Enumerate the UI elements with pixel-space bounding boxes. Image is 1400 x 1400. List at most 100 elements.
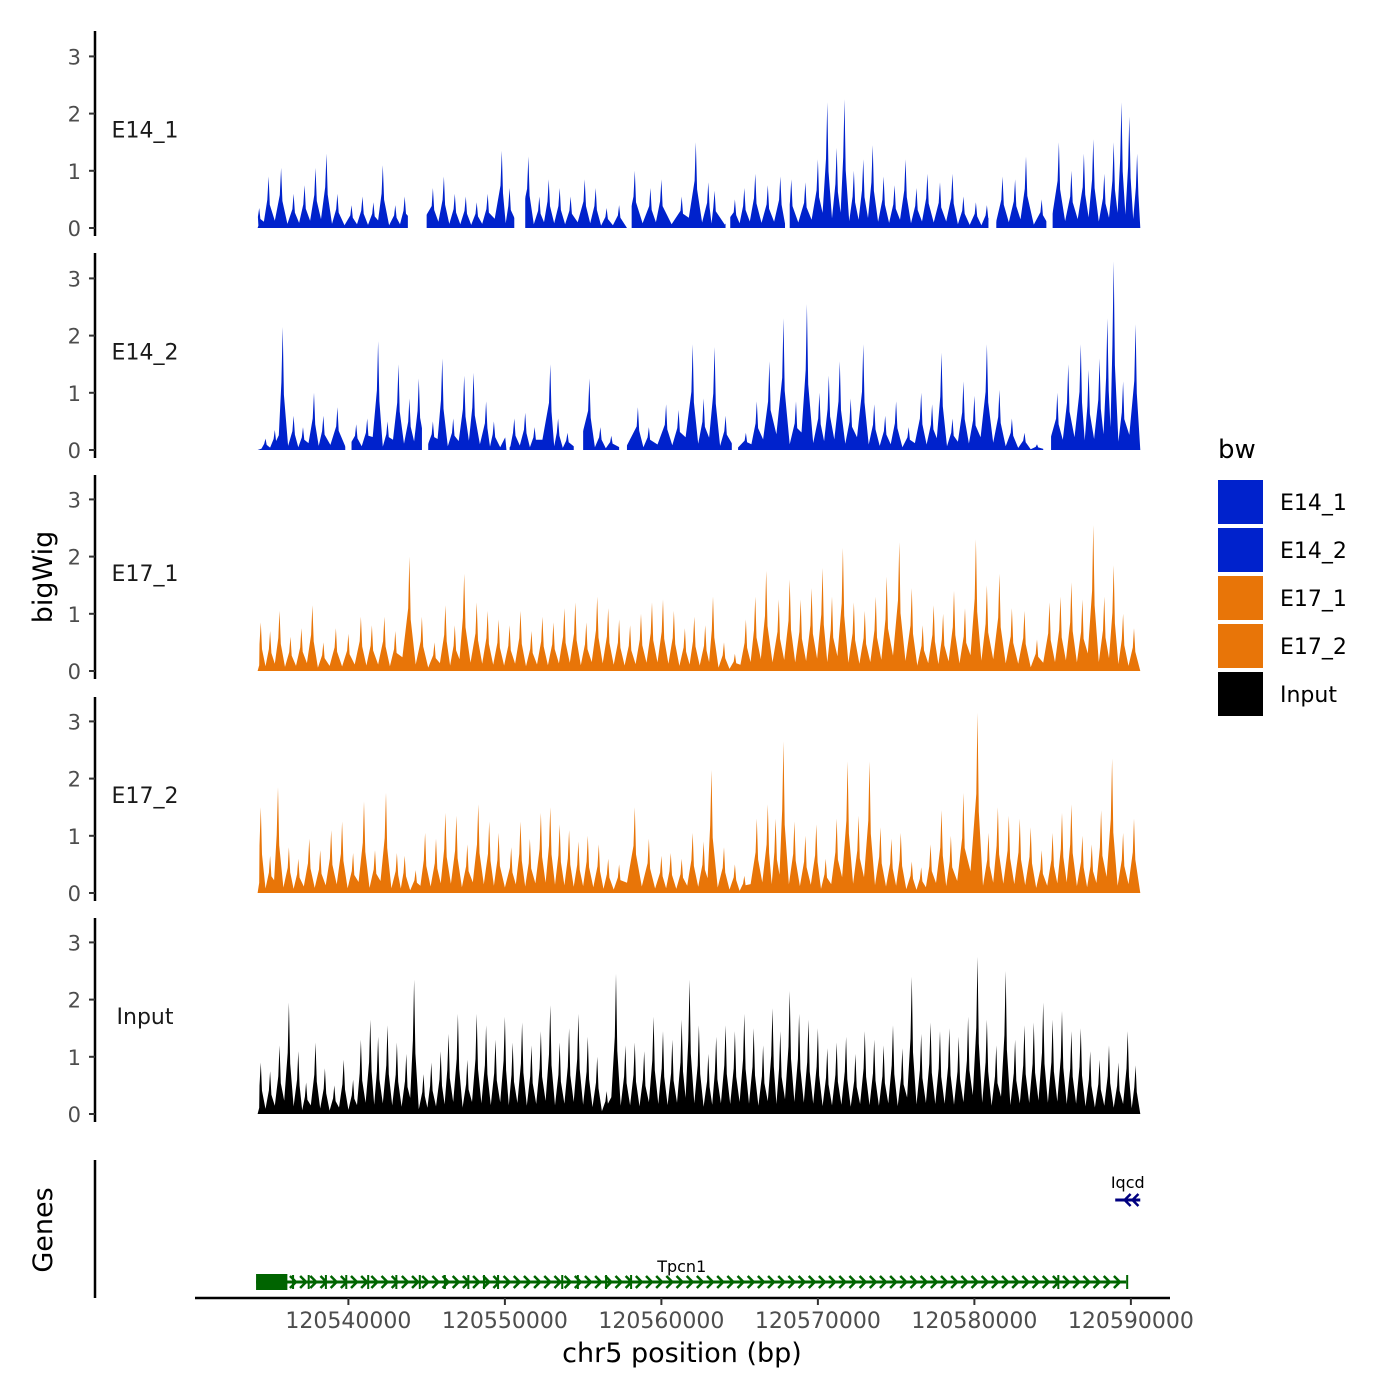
gene-exon xyxy=(292,1275,295,1289)
gene-strand-arrow xyxy=(1092,1275,1102,1289)
gene-strand-arrow xyxy=(299,1275,308,1289)
gene-strand-arrow xyxy=(421,1275,430,1289)
gene-strand-arrow xyxy=(634,1275,644,1289)
track-gap xyxy=(725,31,731,229)
gene-strand-arrow xyxy=(1041,1275,1051,1289)
track-gap xyxy=(626,31,632,229)
gene-label-Iqcd: Iqcd xyxy=(1111,1173,1145,1192)
gene-strand-arrow xyxy=(1072,1275,1081,1289)
panel-label-E17_2: E17_2 xyxy=(112,784,179,809)
legend-label-E17_2: E17_2 xyxy=(1280,635,1347,660)
y-tick-label: 1 xyxy=(68,825,81,849)
gene-strand-arrow xyxy=(482,1275,492,1289)
gene-strand-arrow xyxy=(1082,1275,1092,1289)
gene-strand-arrow xyxy=(879,1275,888,1289)
y-tick-label: 2 xyxy=(68,103,81,127)
gene-strand-arrow xyxy=(716,1275,725,1289)
track-gap xyxy=(506,253,510,451)
y-tick-label: 3 xyxy=(68,267,81,291)
gene-strand-arrow xyxy=(655,1275,664,1289)
gene-strand-arrow xyxy=(563,1275,573,1289)
gene-exon xyxy=(324,1275,327,1289)
y-tick-label: 0 xyxy=(68,660,81,684)
gene-strand-arrow xyxy=(858,1275,868,1289)
gene-strand-arrow xyxy=(329,1275,339,1289)
genes-track-title: Genes xyxy=(28,1187,59,1272)
gene-strand-arrow xyxy=(695,1275,705,1289)
gene-strand-arrow xyxy=(746,1275,756,1289)
gene-strand-arrow xyxy=(990,1275,1000,1289)
legend-swatch-E14_1 xyxy=(1218,480,1263,524)
area-track-E17_2 xyxy=(257,712,1141,893)
gene-strand-arrow xyxy=(736,1275,746,1289)
gene-strand-arrow xyxy=(889,1275,898,1289)
legend-swatch-E17_2 xyxy=(1218,624,1263,668)
legend-swatch-E17_1 xyxy=(1218,576,1263,620)
gene-exon xyxy=(256,1274,288,1290)
track-gap xyxy=(988,31,997,229)
gene-strand-arrow xyxy=(838,1275,848,1289)
gene-strand-arrow xyxy=(1021,1275,1031,1289)
gene-strand-arrow xyxy=(380,1275,390,1289)
gene-strand-arrow xyxy=(1122,1193,1132,1207)
area-track-E17_1 xyxy=(257,525,1141,671)
y-tick-label: 1 xyxy=(68,603,81,627)
gene-exon xyxy=(418,1275,421,1289)
gene-strand-arrow xyxy=(431,1275,441,1289)
gene-exon xyxy=(467,1275,470,1289)
legend-swatch-Input xyxy=(1218,672,1263,716)
y-tick-label: 1 xyxy=(68,160,81,184)
gene-strand-arrow xyxy=(970,1275,980,1289)
gene-strand-arrow xyxy=(523,1275,532,1289)
track-gap xyxy=(514,31,526,229)
gene-strand-arrow xyxy=(899,1275,909,1289)
gene-strand-arrow xyxy=(543,1275,553,1289)
gene-strand-arrow xyxy=(472,1275,481,1289)
gene-strand-arrow xyxy=(350,1275,359,1289)
panel-label-E14_2: E14_2 xyxy=(112,341,179,366)
gene-strand-arrow xyxy=(665,1275,675,1289)
gene-strand-arrow xyxy=(919,1275,929,1289)
area-track-E14_1 xyxy=(257,99,1141,228)
gene-strand-arrow xyxy=(492,1275,502,1289)
gene-exon xyxy=(561,1275,564,1289)
panel-label-E17_1: E17_1 xyxy=(112,562,179,587)
x-tick-label: 120550000 xyxy=(442,1309,568,1334)
gene-strand-arrow xyxy=(645,1275,654,1289)
y-tick-label: 3 xyxy=(68,931,81,955)
gene-strand-arrow xyxy=(807,1275,817,1289)
gene-strand-arrow xyxy=(960,1275,970,1289)
y-tick-label: 2 xyxy=(68,989,81,1013)
gene-strand-arrow xyxy=(1130,1193,1140,1207)
gene-strand-arrow xyxy=(370,1275,380,1289)
gene-strand-arrow xyxy=(685,1275,695,1289)
area-track-Input xyxy=(257,956,1141,1114)
x-tick-label: 120590000 xyxy=(1068,1309,1194,1334)
legend-swatch-E14_2 xyxy=(1218,528,1263,572)
gene-strand-arrow xyxy=(502,1275,512,1289)
gene-strand-arrow xyxy=(604,1275,614,1289)
gene-strand-arrow xyxy=(675,1275,685,1289)
gene-strand-arrow xyxy=(757,1275,766,1289)
area-track-E14_2 xyxy=(257,261,1141,450)
y-tick-label: 2 xyxy=(68,546,81,570)
gene-exon xyxy=(1126,1275,1129,1289)
gene-exon xyxy=(630,1275,633,1289)
track-gap xyxy=(785,31,790,229)
track-gap xyxy=(573,253,584,451)
gene-strand-arrow xyxy=(1011,1275,1020,1289)
track-gap xyxy=(731,253,739,451)
gene-strand-arrow xyxy=(787,1275,797,1289)
track-gap xyxy=(1043,253,1052,451)
track-gap xyxy=(1046,31,1053,229)
legend-label-E14_2: E14_2 xyxy=(1280,539,1347,564)
gene-strand-arrow xyxy=(777,1275,787,1289)
panel-label-E14_1: E14_1 xyxy=(112,119,179,144)
gene-strand-arrow xyxy=(1062,1275,1071,1289)
track-gap xyxy=(421,253,429,451)
gene-strand-arrow xyxy=(512,1275,522,1289)
gene-strand-arrow xyxy=(289,1275,298,1289)
y-tick-label: 0 xyxy=(68,1103,81,1127)
gene-exon xyxy=(605,1275,608,1289)
legend-label-E17_1: E17_1 xyxy=(1280,587,1347,612)
